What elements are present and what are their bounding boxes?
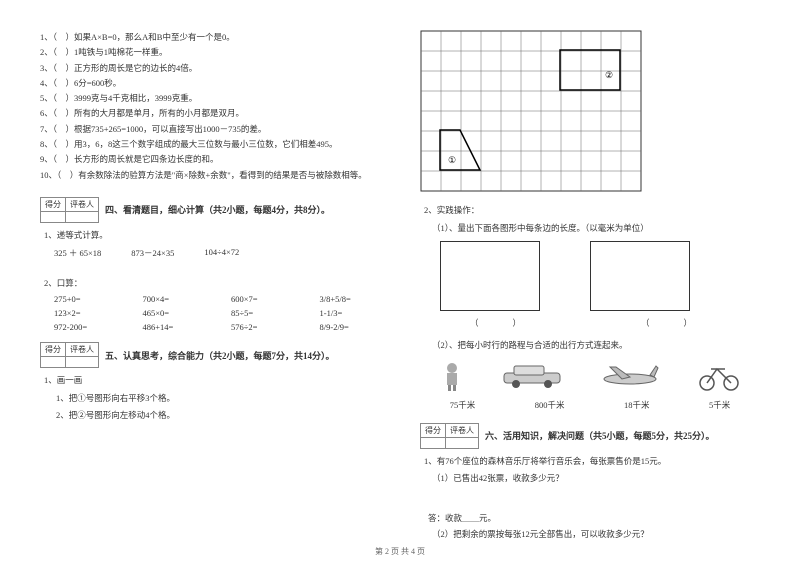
q5-1-a: 1、把①号图形向右平移3个格。 — [56, 392, 390, 406]
score-table: 得分 评卷人 — [40, 197, 99, 223]
q6-1-2: （2）把剩余的票按每张12元全部售出，可以收款多少元？ — [432, 528, 760, 542]
paren-2: （ ） — [641, 317, 692, 329]
q4-2-title: 2、口算： — [44, 277, 390, 291]
q6-answer: 答：收款＿＿元。 — [428, 512, 760, 524]
grader-label: 评卷人 — [446, 423, 479, 437]
person-icon — [439, 361, 465, 391]
paren-row: （ ） （ ） — [470, 317, 760, 329]
page-footer: 第 2 页 共 4 页 — [0, 546, 800, 557]
score-table: 得分 评卷人 — [420, 423, 479, 449]
oral-item: 275+0= — [54, 294, 125, 304]
q5-1-title: 1、画一画 — [44, 374, 390, 388]
oral-item: 123×2= — [54, 308, 125, 318]
car-icon — [502, 363, 562, 389]
score-box-sec4: 得分 评卷人 四、看清题目，细心计算（共2小题，每题4分，共8分）。 — [40, 197, 390, 223]
tf-item: 7、（ ）根据735+265=1000，可以直接写出1000－735的差。 — [40, 122, 390, 137]
tf-item: 9、（ ）长方形的周长就是它四条边长度的和。 — [40, 152, 390, 167]
shape-2-label: ② — [605, 70, 613, 80]
oral-item: 600×7= — [231, 294, 302, 304]
section-5-title: 五、认真思考，综合能力（共2小题，每题7分，共14分）。 — [105, 349, 335, 362]
right-column: ① ② 2、实践操作： （1）、量出下面各图形中每条边的长度。（以毫米为单位） … — [420, 30, 760, 546]
grader-label: 评卷人 — [66, 343, 99, 357]
dist-2: 800千米 — [535, 399, 565, 411]
oral-calc-grid: 275+0= 700×4= 600×7= 3/8+5/8= 123×2= 465… — [54, 294, 390, 332]
score-table: 得分 评卷人 — [40, 342, 99, 368]
tf-item: 3、（ ）正方形的周长是它的边长的4倍。 — [40, 61, 390, 76]
true-false-list: 1、（ ）如果A×B=0，那么A和B中至少有一个是0。 2、（ ）1吨铁与1吨棉… — [40, 30, 390, 183]
q6-1-1: （1）已售出42张票，收款多少元？ — [432, 472, 760, 486]
plane-icon — [600, 363, 660, 389]
q2-2: （2）、把每小时行的路程与合适的出行方式连起来。 — [432, 339, 760, 353]
paren-1: （ ） — [470, 317, 521, 329]
oral-item: 972-200= — [54, 322, 125, 332]
q2-title: 2、实践操作： — [424, 204, 760, 218]
left-column: 1、（ ）如果A×B=0，那么A和B中至少有一个是0。 2、（ ）1吨铁与1吨棉… — [40, 30, 390, 546]
score-box-sec5: 得分 评卷人 五、认真思考，综合能力（共2小题，每题7分，共14分）。 — [40, 342, 390, 368]
measure-boxes — [440, 241, 760, 311]
measure-box-2 — [590, 241, 690, 311]
equation: 104÷4×72 — [204, 247, 239, 259]
dist-1: 75千米 — [450, 399, 476, 411]
oral-item: 486+14= — [143, 322, 214, 332]
tf-item: 8、（ ）用3，6，8这三个数字组成的最大三位数与最小三位数，它们相差495。 — [40, 137, 390, 152]
page-content: 1、（ ）如果A×B=0，那么A和B中至少有一个是0。 2、（ ）1吨铁与1吨棉… — [0, 0, 800, 566]
oral-item: 700×4= — [143, 294, 214, 304]
score-label: 得分 — [421, 423, 446, 437]
tf-item: 2、（ ）1吨铁与1吨棉花一样重。 — [40, 45, 390, 60]
section-4-title: 四、看清题目，细心计算（共2小题，每题4分，共8分）。 — [105, 203, 330, 216]
grid-diagram: ① ② — [420, 30, 642, 192]
oral-item: 1-1/3= — [320, 308, 391, 318]
oral-item: 576÷2= — [231, 322, 302, 332]
section-6-title: 六、活用知识，解决问题（共5小题，每题5分，共25分）。 — [485, 429, 715, 442]
tf-item: 5、（ ）3999克与4千克相比，3999克重。 — [40, 91, 390, 106]
oral-item: 465×0= — [143, 308, 214, 318]
dist-3: 18千米 — [624, 399, 650, 411]
grader-label: 评卷人 — [66, 197, 99, 211]
distance-row: 75千米 800千米 18千米 5千米 — [420, 399, 760, 411]
oral-item: 8/9-2/9= — [320, 322, 391, 332]
bike-icon — [697, 361, 741, 391]
q2-1: （1）、量出下面各图形中每条边的长度。（以毫米为单位） — [432, 222, 760, 236]
score-label: 得分 — [41, 197, 66, 211]
shape-1-label: ① — [448, 155, 456, 165]
oral-item: 3/8+5/8= — [320, 294, 391, 304]
transport-row — [420, 361, 760, 391]
tf-item: 10、（ ）有余数除法的验算方法是"商×除数+余数"，看得到的结果是否与被除数相… — [40, 168, 390, 183]
equation: 325 ＋ 65×18 — [54, 247, 101, 259]
equation: 873－24×35 — [131, 247, 174, 259]
tf-item: 4、（ ）6分=600秒。 — [40, 76, 390, 91]
dist-4: 5千米 — [709, 399, 730, 411]
transport-plane — [600, 363, 660, 389]
transport-bike — [697, 361, 741, 391]
equation-row: 325 ＋ 65×18 873－24×35 104÷4×72 — [54, 247, 390, 259]
q5-1-b: 2、把②号图形向左移动4个格。 — [56, 409, 390, 423]
tf-item: 6、（ ）所有的大月都是单月，所有的小月都是双月。 — [40, 106, 390, 121]
score-label: 得分 — [41, 343, 66, 357]
score-box-sec6: 得分 评卷人 六、活用知识，解决问题（共5小题，每题5分，共25分）。 — [420, 423, 760, 449]
tf-item: 1、（ ）如果A×B=0，那么A和B中至少有一个是0。 — [40, 30, 390, 45]
q6-1: 1、有76个座位的森林音乐厅将举行音乐会，每张票售价是15元。 — [424, 455, 760, 469]
transport-car — [502, 363, 562, 389]
q4-1-title: 1、递等式计算。 — [44, 229, 390, 243]
measure-box-1 — [440, 241, 540, 311]
oral-item: 85÷5= — [231, 308, 302, 318]
transport-person — [439, 361, 465, 391]
